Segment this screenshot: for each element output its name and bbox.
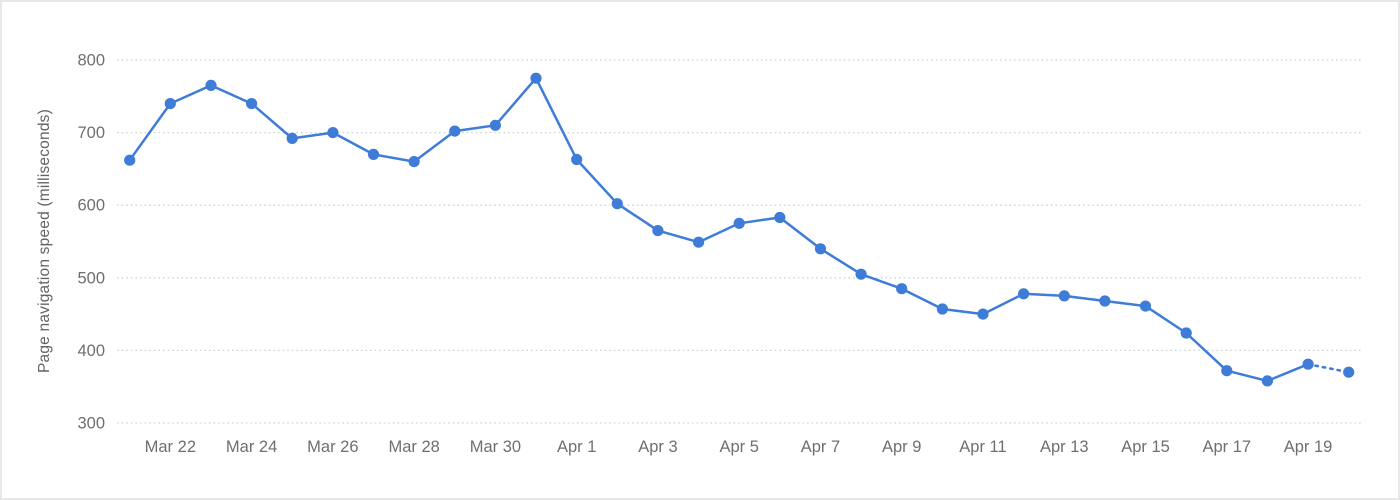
data-point[interactable] (530, 72, 542, 84)
data-point[interactable] (367, 148, 380, 160)
x-tick-label: Apr 1 (557, 438, 596, 456)
data-point[interactable] (164, 98, 176, 110)
data-point[interactable] (571, 153, 583, 166)
x-tick-label: Apr 5 (719, 438, 758, 456)
data-point[interactable] (246, 98, 258, 110)
data-point[interactable] (733, 217, 745, 229)
data-point[interactable] (611, 198, 623, 210)
data-point[interactable] (449, 125, 461, 137)
data-point[interactable] (327, 127, 339, 139)
x-tick-label: Mar 28 (388, 438, 439, 456)
x-tick-label: Mar 24 (226, 438, 277, 456)
data-point[interactable] (124, 154, 136, 166)
data-point[interactable] (693, 236, 705, 248)
x-tick-label: Apr 13 (1040, 438, 1089, 456)
data-point[interactable] (896, 283, 908, 295)
y-tick-label: 300 (77, 415, 105, 433)
y-tick-label: 800 (77, 52, 105, 70)
x-tick-label: Apr 11 (959, 438, 1006, 456)
data-point[interactable] (1018, 288, 1030, 300)
x-tick-label: Apr 19 (1284, 438, 1333, 456)
data-point[interactable] (408, 156, 420, 168)
data-point[interactable] (1099, 295, 1111, 307)
series-line (128, 76, 1310, 383)
data-point[interactable] (1058, 290, 1070, 302)
x-tick-label: Apr 9 (882, 438, 921, 456)
data-point[interactable] (1221, 365, 1233, 377)
y-tick-label: 700 (77, 124, 105, 142)
data-point[interactable] (652, 225, 664, 237)
data-point[interactable] (1261, 375, 1273, 387)
data-point[interactable] (489, 119, 501, 131)
data-point[interactable] (855, 268, 867, 280)
data-point[interactable] (977, 308, 989, 320)
data-point[interactable] (1302, 358, 1314, 370)
x-tick-label: Apr 3 (638, 438, 677, 456)
x-tick-label: Apr 17 (1202, 438, 1251, 456)
series-line-projected-segment (1306, 362, 1350, 374)
data-point[interactable] (936, 303, 949, 315)
data-point[interactable] (205, 79, 217, 91)
y-tick-label: 600 (77, 197, 105, 215)
data-point[interactable] (286, 132, 298, 144)
x-tick-label: Apr 15 (1121, 438, 1170, 456)
x-tick-label: Mar 30 (470, 438, 521, 456)
data-point[interactable] (774, 211, 786, 224)
data-point[interactable] (1139, 300, 1152, 312)
x-tick-label: Mar 26 (307, 438, 358, 456)
y-tick-label: 400 (77, 342, 105, 360)
y-axis-title: Page navigation speed (milliseconds) (36, 109, 53, 374)
data-point[interactable] (1180, 327, 1192, 339)
data-point[interactable] (814, 243, 827, 255)
x-tick-label: Mar 22 (145, 438, 196, 456)
x-tick-label: Apr 7 (801, 438, 840, 456)
y-tick-label: 500 (77, 269, 105, 287)
data-point[interactable] (1343, 366, 1355, 378)
